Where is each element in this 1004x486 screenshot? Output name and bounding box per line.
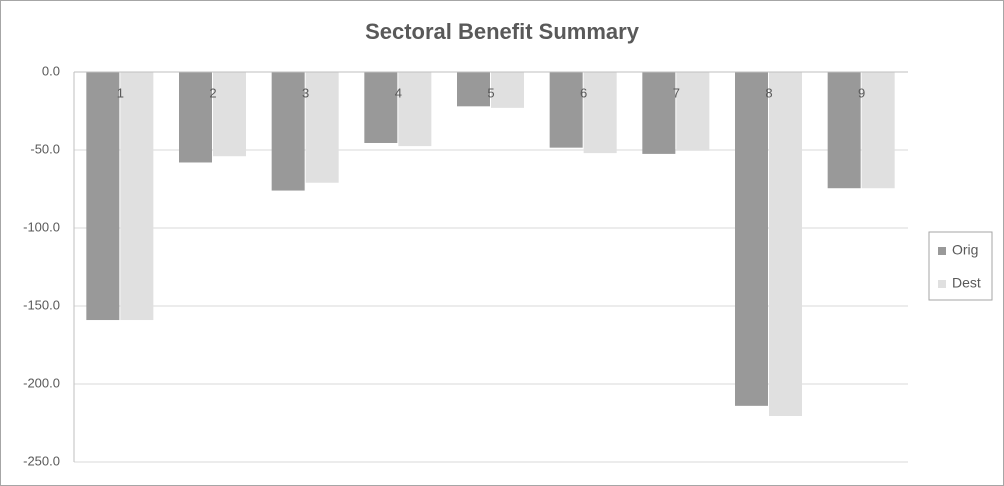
y-tick-label: -100.0 bbox=[23, 219, 60, 234]
bar bbox=[305, 72, 339, 183]
x-tick-label: 7 bbox=[673, 85, 680, 100]
y-tick-label: -250.0 bbox=[23, 453, 60, 468]
bar bbox=[271, 72, 305, 191]
bar bbox=[769, 72, 802, 416]
x-tick-label: 4 bbox=[395, 85, 402, 100]
bar bbox=[861, 72, 895, 189]
y-tick-label: -50.0 bbox=[30, 141, 60, 156]
legend-label: Orig bbox=[952, 242, 978, 258]
bar bbox=[179, 72, 212, 163]
x-tick-label: 2 bbox=[209, 85, 216, 100]
bar bbox=[827, 72, 861, 189]
bar bbox=[491, 72, 524, 108]
x-tick-label: 9 bbox=[858, 85, 865, 100]
y-tick-label: -150.0 bbox=[23, 297, 60, 312]
x-tick-label: 1 bbox=[117, 85, 124, 100]
bar bbox=[120, 72, 154, 321]
bar bbox=[213, 72, 246, 157]
bar bbox=[457, 72, 490, 107]
legend-swatch bbox=[938, 247, 946, 255]
y-tick-label: -200.0 bbox=[23, 375, 60, 390]
bar bbox=[676, 72, 710, 151]
legend-box bbox=[928, 231, 993, 301]
bar bbox=[398, 72, 432, 147]
bar bbox=[735, 72, 768, 406]
bar bbox=[549, 72, 583, 148]
bar bbox=[583, 72, 617, 154]
x-tick-label: 3 bbox=[302, 85, 309, 100]
chart-title: Sectoral Benefit Summary bbox=[365, 19, 640, 44]
x-tick-label: 5 bbox=[487, 85, 494, 100]
bar bbox=[86, 72, 120, 321]
bar bbox=[364, 72, 398, 143]
y-tick-label: 0.0 bbox=[42, 63, 60, 78]
x-tick-label: 8 bbox=[765, 85, 772, 100]
bar bbox=[642, 72, 676, 154]
legend-label: Dest bbox=[952, 275, 981, 291]
legend-swatch bbox=[938, 280, 946, 288]
x-tick-label: 6 bbox=[580, 85, 587, 100]
